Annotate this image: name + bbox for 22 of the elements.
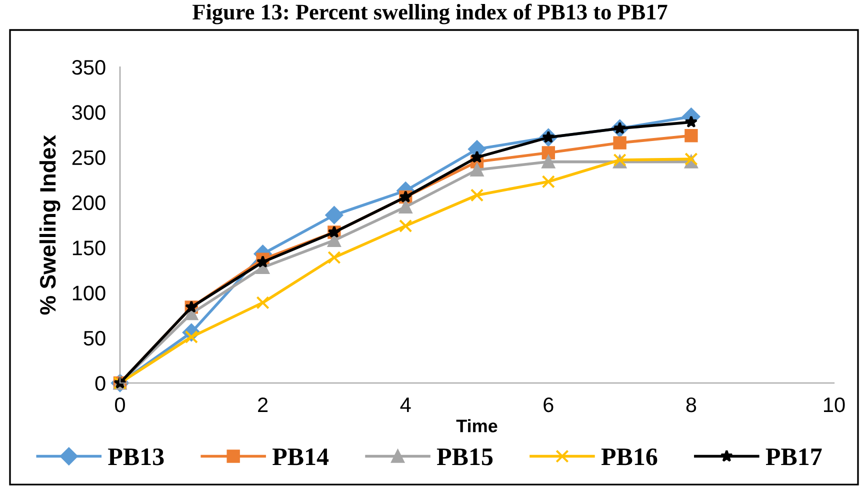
x-tick-label: 0	[115, 397, 125, 412]
y-tick-label: 100	[72, 286, 106, 300]
x-tick-label: 2	[258, 397, 268, 412]
x-axis-title: Time	[456, 419, 498, 432]
y-tick-label: 200	[72, 195, 106, 210]
legend-label: PB16	[601, 448, 658, 466]
y-tick-label: 0	[95, 376, 106, 391]
y-tick-label: 250	[72, 150, 106, 166]
x-tick-label: 6	[544, 397, 554, 412]
y-tick-label: 350	[72, 60, 106, 75]
y-axis-title: % Swelling Index	[39, 135, 60, 315]
x-tick-label: 10	[824, 397, 845, 412]
legend-label: PB14	[272, 448, 329, 466]
chart-title: Figure 13: Percent swelling index of PB13 to PB17	[192, 4, 668, 24]
legend-label: PB13	[108, 448, 164, 466]
x-tick-label: 8	[686, 397, 696, 412]
y-tick-label: 300	[72, 105, 106, 120]
legend-label: PB15	[436, 448, 493, 466]
y-tick-label: 150	[72, 240, 106, 256]
y-tick-label: 50	[84, 330, 106, 346]
x-tick-label: 4	[400, 398, 411, 412]
legend-label: PB17	[766, 448, 822, 466]
